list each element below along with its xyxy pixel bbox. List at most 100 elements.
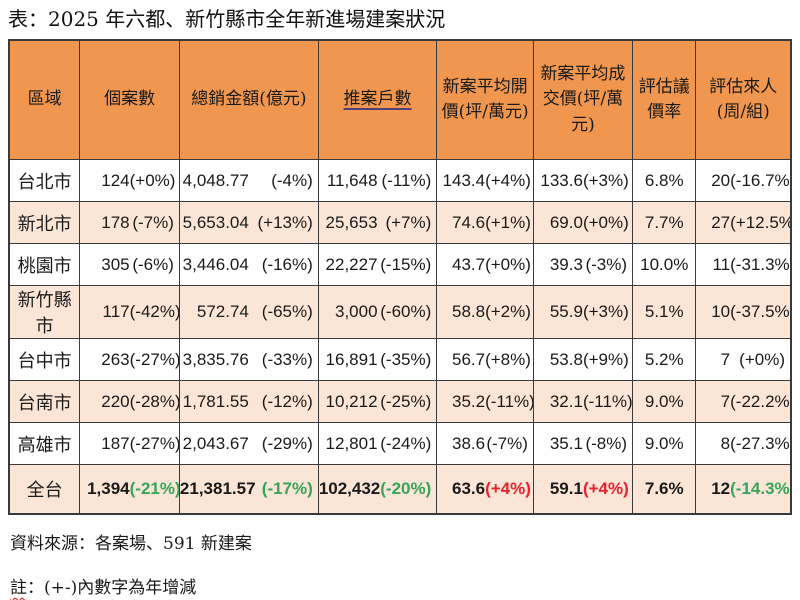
total-sales: 1,781.55	[182, 391, 249, 411]
total-sales-yoy: (+13%)	[257, 212, 313, 232]
table-title: 表：2025 年六都、新竹縣市全年新進場建案狀況	[8, 7, 446, 31]
case-count: 263	[101, 349, 130, 369]
units: 25,653	[325, 212, 378, 232]
units-yoy: (+7%)	[385, 212, 432, 232]
negotiation-rate: 5.2%	[632, 338, 697, 381]
total-sales: 4,048.77	[182, 170, 249, 190]
deal-price: 53.8	[549, 349, 583, 369]
col-header-total-sales: 總銷金額(億元)	[178, 39, 319, 160]
region-label: 新竹縣市	[8, 285, 81, 339]
visitors: 20	[711, 170, 731, 190]
total-sales-yoy: (-12%)	[261, 391, 313, 411]
asking-price: 56.7	[451, 349, 486, 369]
total-sales: 3,446.04	[182, 254, 249, 274]
units: 102,432	[318, 479, 381, 498]
deal-price-yoy: (-11%)	[582, 391, 633, 411]
new-projects-table: 區域 個案數 總銷金額(億元) 推案戶數 新案平均開價(坪/萬元) 新案平均成交…	[8, 39, 792, 515]
deal-price: 35.1	[549, 433, 583, 453]
asking-price-yoy: (+4%)	[485, 479, 531, 498]
deal-price: 133.6	[540, 170, 583, 190]
asking-price-yoy: (-7%)	[486, 433, 528, 453]
total-sales: 2,043.67	[182, 433, 249, 453]
visitors: 7	[720, 391, 731, 411]
case-count-yoy: (-42%)	[129, 302, 180, 321]
negotiation-rate: 9.0%	[632, 422, 697, 465]
region-label: 高雄市	[8, 422, 81, 465]
negotiation-rate: 7.7%	[632, 201, 697, 244]
deal-price: 32.1	[549, 391, 583, 411]
col-header-avg-deal-price: 新案平均成交價(坪/萬元)	[532, 39, 634, 160]
asking-price: 43.7	[451, 254, 486, 274]
negotiation-rate: 10.0%	[632, 243, 697, 286]
total-sales: 572.74	[196, 302, 249, 321]
units-yoy: (-24%)	[380, 433, 432, 453]
col-header-negotiation-rate: 評估議價率	[632, 39, 697, 160]
visitors: 11	[712, 254, 731, 274]
units: 11,648	[326, 170, 378, 190]
asking-price-yoy: (+8%)	[485, 349, 531, 369]
case-count: 305	[101, 254, 130, 274]
deal-price: 69.0	[549, 212, 583, 232]
case-count: 124	[101, 170, 130, 190]
source-note: 資料來源：各案場、591 新建案	[10, 534, 252, 554]
deal-price-yoy: (+3%)	[582, 170, 629, 190]
case-count: 117	[102, 302, 130, 321]
negotiation-rate: 5.1%	[632, 285, 697, 339]
asking-price-yoy: (+0%)	[485, 254, 531, 274]
table-row-tainan: 台南市 220 (-28%) 1,781.55 (-12%) 10,212 (-25%…	[8, 380, 792, 423]
table-row-newtaipei: 新北市 178 (-7%) 5,653.04 (+13%) 25,653 (+7%) …	[8, 201, 792, 244]
case-count-yoy: (-28%)	[129, 391, 180, 411]
units-yoy: (-20%)	[380, 479, 432, 498]
total-sales-yoy: (-33%)	[261, 349, 313, 369]
visitors: 12	[711, 479, 731, 498]
table-row-taoyuan: 桃園市 305 (-6%) 3,446.04 (-16%) 22,227 (-15%)…	[8, 243, 792, 286]
deal-price-yoy: (+0%)	[582, 212, 629, 232]
deal-price-yoy: (-8%)	[585, 433, 627, 453]
region-label: 台北市	[8, 159, 81, 202]
total-sales-yoy: (-16%)	[261, 254, 313, 274]
units-yoy: (-25%)	[380, 391, 432, 411]
visitors-yoy: (+12.5%)	[730, 212, 790, 232]
total-sales: 21,381.57	[179, 479, 256, 498]
negotiation-rate: 7.6%	[632, 464, 697, 515]
asking-price: 38.6	[451, 433, 486, 453]
total-sales-yoy: (-65%)	[261, 302, 313, 321]
table-row-total: 全台 1,394 (-21%) 21,381.57 (-17%) 102,432 (-…	[8, 464, 792, 515]
units-yoy: (-60%)	[380, 302, 432, 321]
visitors: 27	[711, 212, 731, 232]
asking-price-yoy: (-11%)	[485, 391, 534, 411]
col-header-units-link[interactable]: 推案戶數	[317, 39, 438, 160]
units: 16,891	[325, 349, 378, 369]
visitors: 7	[720, 349, 731, 369]
visitors-yoy: (-37.5%)	[730, 302, 791, 321]
deal-price: 55.9	[549, 302, 583, 321]
region-label: 全台	[8, 464, 81, 515]
total-sales-yoy: (-17%)	[261, 479, 313, 498]
total-sales-yoy: (-4%)	[271, 170, 313, 190]
case-count: 220	[101, 391, 130, 411]
asking-price-yoy: (+2%)	[485, 302, 531, 321]
footnote-text: ：(+-)內數字為年增減	[27, 578, 197, 598]
total-sales: 5,653.04	[182, 212, 249, 232]
header-row: 區域 個案數 總銷金額(億元) 推案戶數 新案平均開價(坪/萬元) 新案平均成交…	[8, 39, 792, 160]
units: 22,227	[325, 254, 378, 274]
units: 10,212	[325, 391, 378, 411]
total-sales: 3,835.76	[182, 349, 249, 369]
region-label: 桃園市	[8, 243, 81, 286]
table-row-taichung: 台中市 263 (-27%) 3,835.76 (-33%) 16,891 (-35%…	[8, 338, 792, 381]
visitors: 8	[720, 433, 731, 453]
region-label: 台南市	[8, 380, 81, 423]
case-count-yoy: (-6%)	[132, 254, 174, 274]
visitors-yoy: (-27.3%)	[730, 433, 791, 453]
visitors-yoy: (-22.2%)	[730, 391, 791, 411]
asking-price-yoy: (+1%)	[485, 212, 531, 232]
asking-price: 35.2	[451, 391, 486, 411]
case-count-yoy: (-7%)	[132, 212, 174, 232]
col-header-avg-asking-price: 新案平均開價(坪/萬元)	[436, 39, 534, 160]
case-count: 187	[101, 433, 130, 453]
negotiation-rate: 6.8%	[632, 159, 697, 202]
case-count-yoy: (-27%)	[129, 433, 180, 453]
units-yoy: (-11%)	[381, 170, 432, 190]
units: 12,801	[325, 433, 378, 453]
visitors-yoy: (-16.7%)	[730, 170, 791, 190]
